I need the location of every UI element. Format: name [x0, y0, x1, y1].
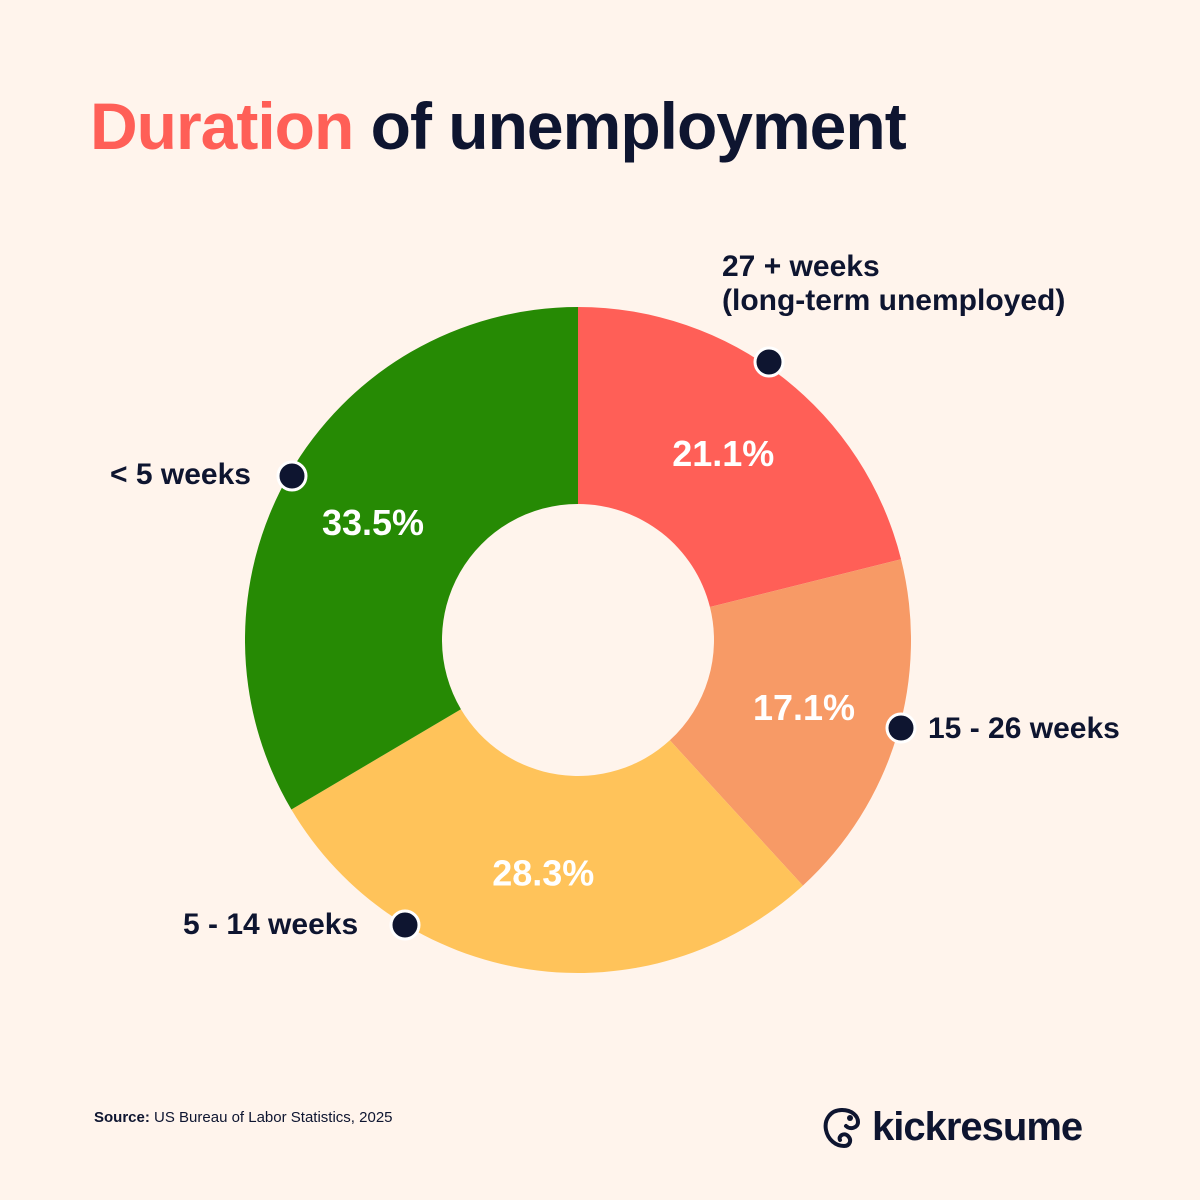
title-highlight: Duration — [90, 89, 354, 163]
legend-label-15-26-weeks: 15 - 26 weeks — [928, 712, 1120, 745]
donut-slice — [669, 559, 911, 886]
legend-label-under-5-weeks: < 5 weeks — [110, 458, 251, 491]
slice-value-label: 21.1% — [672, 433, 774, 474]
slice-value-label: 17.1% — [753, 687, 855, 728]
donut-slice — [291, 709, 803, 974]
marker-dot — [753, 346, 785, 378]
marker-dot — [389, 909, 421, 941]
kickresume-logo: kickresume — [820, 1105, 1083, 1150]
chart-title: Duration of unemployment — [90, 88, 907, 164]
slice-value-label: 33.5% — [322, 502, 424, 543]
donut-slice — [244, 307, 579, 810]
marker-dot — [885, 712, 917, 744]
label-line: (long-term unemployed) — [722, 284, 1066, 317]
label-line: 27 + weeks — [722, 250, 880, 283]
slice-value-label: 28.3% — [492, 852, 594, 893]
source-text: US Bureau of Labor Statistics, 2025 — [154, 1109, 393, 1126]
title-rest: of unemployment — [370, 89, 907, 163]
legend-label-27-weeks: 27 + weeks (long-term unemployed) — [722, 250, 1065, 318]
legend-label-5-14-weeks: 5 - 14 weeks — [183, 908, 359, 941]
donut-slice — [578, 307, 902, 608]
logo-text: kickresume — [872, 1105, 1083, 1149]
chameleon-icon — [823, 1107, 861, 1148]
marker-dot — [276, 460, 308, 492]
source-note: Source: US Bureau of Labor Statistics, 2… — [94, 1109, 393, 1126]
source-label: Source: — [94, 1109, 150, 1126]
